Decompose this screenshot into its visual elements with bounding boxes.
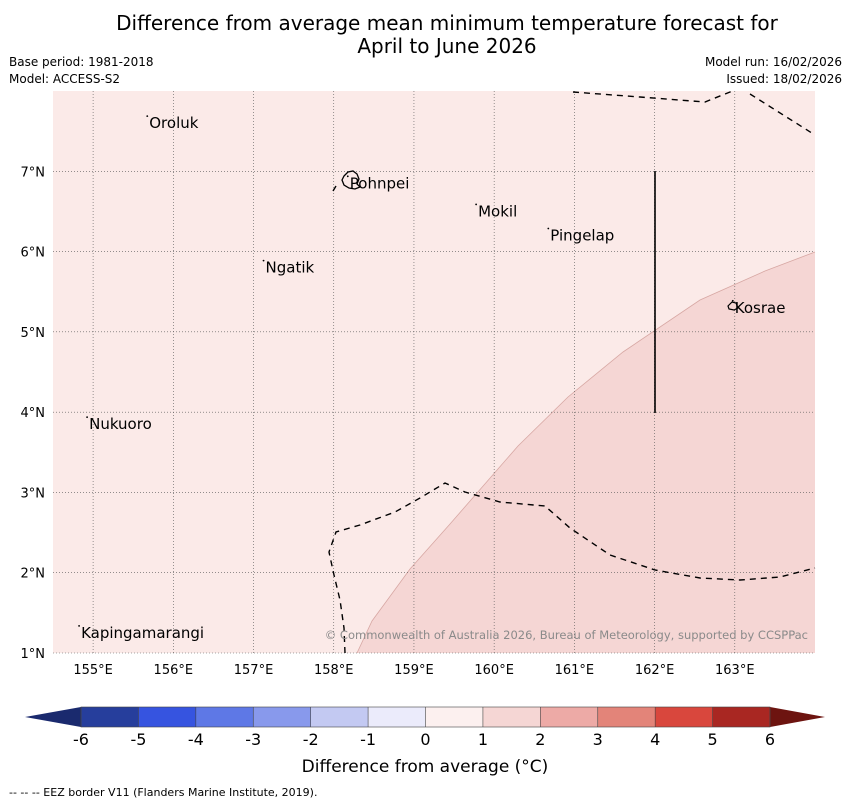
lat-tick-label: 5°N <box>21 326 46 341</box>
place-label: Mokil <box>478 202 517 220</box>
title-line-1: Difference from average mean minimum tem… <box>116 11 778 35</box>
colorbar-tick-label: -3 <box>245 730 261 749</box>
lon-tick-label: 156°E <box>154 663 194 678</box>
place-label: Pohnpei <box>350 174 410 192</box>
map-area: Oroluk Pohnpei Mokil Pingelap Ngatik Kosrae Nu… <box>53 89 816 654</box>
colorbar-tick-label: -2 <box>303 730 319 749</box>
lat-tick-label: 2°N <box>21 567 46 582</box>
eez-border-south <box>328 482 816 654</box>
colorbar-tick-label: 0 <box>420 730 430 749</box>
colorbar-swatch <box>540 707 599 727</box>
colorbar-tick-label: 3 <box>593 730 603 749</box>
place-label: Pingelap <box>550 227 614 245</box>
axes: 155°E 156°E 157°E 158°E 159°E 160°E 161°E 162°E… <box>21 165 755 678</box>
colorbar-swatch <box>482 707 541 727</box>
colorbar-swatch <box>425 707 484 727</box>
title-line-2: April to June 2026 <box>357 34 537 58</box>
eez-border-north <box>572 89 816 136</box>
place-label: Kapingamarangi <box>81 624 204 642</box>
lon-tick-label: 157°E <box>234 663 274 678</box>
eez-border <box>328 89 816 654</box>
colorbar-swatch <box>310 707 369 727</box>
colorbar-swatch <box>368 707 426 727</box>
place-marker <box>78 625 80 627</box>
map-title: Difference from average mean minimum tem… <box>0 12 850 58</box>
colorbar-swatch <box>655 707 714 727</box>
anomaly-region-1-2 <box>357 252 815 653</box>
copyright-notice: © Commonwealth of Australia 2026, Bureau… <box>325 628 808 642</box>
lat-tick-label: 3°N <box>21 486 46 501</box>
issued-date: Issued: 18/02/2026 <box>726 72 842 86</box>
place-marker <box>262 259 265 262</box>
lon-tick-label: 161°E <box>555 663 595 678</box>
lat-tick-label: 1°N <box>21 647 46 662</box>
lon-tick-label: 159°E <box>394 663 434 678</box>
lon-tick-label: 155°E <box>73 663 113 678</box>
place-label: Oroluk <box>149 114 198 132</box>
lat-tick-label: 4°N <box>21 406 46 421</box>
place-marker <box>547 227 550 230</box>
colorbar-tick-label: -5 <box>130 730 146 749</box>
place-marker <box>475 203 478 206</box>
place-marker <box>346 175 349 178</box>
lon-tick-label: 163°E <box>715 663 755 678</box>
colorbar-swatch <box>712 707 771 727</box>
colorbar-swatch <box>597 707 656 727</box>
place-label: Nukuoro <box>89 415 152 433</box>
anomaly-contour-line <box>356 251 816 654</box>
place-marker <box>146 115 149 118</box>
colorbar-tick-label: 4 <box>650 730 660 749</box>
colorbar-tick-label: 5 <box>707 730 717 749</box>
place-label: Ngatik <box>266 259 315 277</box>
colorbar-swatch <box>138 707 197 727</box>
meta-left: Base period: 1981-2018 Model: ACCESS-S2 <box>9 54 154 88</box>
meta-right: Model run: 16/02/2026 Issued: 18/02/2026 <box>705 54 842 88</box>
colorbar-tick-label: -6 <box>73 730 89 749</box>
colorbar-tick-label: 1 <box>478 730 488 749</box>
kosrae-island-outline <box>727 301 739 311</box>
lon-tick-label: 162°E <box>635 663 675 678</box>
model-name: Model: ACCESS-S2 <box>9 72 121 86</box>
pohnpei-island-outline <box>341 170 362 190</box>
lat-tick-label: 7°N <box>21 165 46 180</box>
place-label: Kosrae <box>735 299 786 317</box>
lon-tick-label: 158°E <box>314 663 354 678</box>
place-marker <box>731 299 734 302</box>
place-marker <box>86 416 88 419</box>
colorbar-swatch <box>81 707 139 727</box>
place-labels: Oroluk Pohnpei Mokil Pingelap Ngatik Kosrae Nu… <box>78 114 785 642</box>
colorbar-tick-label: 6 <box>765 730 775 749</box>
eez-border-fragment <box>332 185 337 192</box>
colorbar-tick-label: 2 <box>535 730 545 749</box>
colorbar-label: Difference from average (°C) <box>301 757 549 777</box>
colorbar: -6 -5 -4 -3 -2 -1 0 1 2 3 4 5 6 <box>25 706 825 749</box>
colorbar-swatch <box>195 707 254 727</box>
colorbar-tick-label: -4 <box>188 730 204 749</box>
lat-tick-label: 6°N <box>21 246 46 261</box>
footnote: -- -- -- EEZ border V11 (Flanders Marine… <box>9 786 318 799</box>
colorbar-under-arrow <box>25 707 81 727</box>
colorbar-tick-label: -1 <box>360 730 376 749</box>
colorbar-swatch <box>253 707 312 727</box>
base-period: Base period: 1981-2018 <box>9 55 154 69</box>
model-run: Model run: 16/02/2026 <box>704 55 842 69</box>
lon-tick-label: 160°E <box>474 663 514 678</box>
colorbar-over-arrow <box>770 707 825 727</box>
